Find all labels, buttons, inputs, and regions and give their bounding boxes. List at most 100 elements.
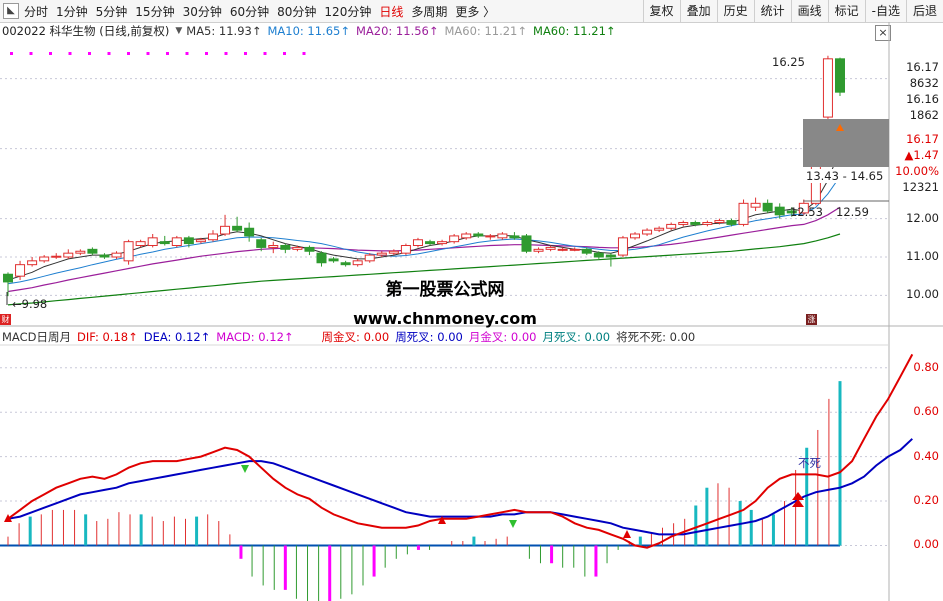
candle-body [135,241,146,247]
period-tab-8[interactable]: 日线 [379,4,404,19]
stock-title: 002022 科华生物 (日线,前复权) [2,24,170,38]
signal-dot [302,52,306,55]
price-readout-1: 8632 [909,76,939,90]
collapse-icon[interactable]: ◣ [3,3,19,19]
candle-body [328,258,339,262]
price-readout-7: 12321 [902,180,939,194]
candle-body [376,252,387,256]
signal-dot [244,52,247,55]
watermark-url: www.chnmoney.com [353,309,537,328]
low-price-value: 9.98 [21,297,48,311]
period-tab-10[interactable]: 更多 〉 [455,4,496,19]
period-tab-5[interactable]: 60分钟 [229,4,270,19]
low-price-label: ←9.98 [12,297,47,311]
candle-body [569,248,580,251]
macd-tick-label: 0.60 [913,404,939,419]
candle-body [280,245,291,250]
signal-dot [224,52,228,55]
period-tab-7[interactable]: 120分钟 [324,4,372,19]
signal-dot [263,52,267,55]
candle-body [509,235,520,239]
candle-body [666,223,677,229]
macd-legend-item-3: MACD: 0.12↑ [216,330,294,344]
candle-body [75,250,86,254]
tool-button-3[interactable]: 统计 [753,0,791,22]
ma-legend-item-4: MA60: 11.21↑ [533,24,616,38]
price-readout-0: 16.17 [906,60,939,74]
death-cross-arrow [509,520,517,528]
candle-body [690,222,701,225]
ma-legend-item-0: MA5: 11.93↑ [186,24,262,38]
period-toolbar: ◣ 分时 1分钟 5分钟 15分钟 30分钟 60分钟 80分钟 120分钟 日线 多周期 更多 〉… [0,0,943,23]
candle-body [388,250,399,254]
tool-button-7[interactable]: 后退 [905,0,943,22]
period-tab-6[interactable]: 80分钟 [277,4,317,19]
period-tab-3[interactable]: 15分钟 [135,4,175,19]
golden-cross-arrow [623,530,631,538]
candle-body [232,225,243,231]
candle-body [545,246,556,250]
candle-body [533,248,544,252]
ma5-line [7,149,841,281]
candle-body [822,58,833,118]
macd-tick-label: 0.80 [913,359,939,374]
ma-legend-item-1: MA10: 11.65↑ [267,24,350,38]
ma-legend: 002022 科华生物 (日线,前复权) ▼ MA5: 11.93↑ MA10: … [2,23,622,39]
chart-tool-buttons: 复权 叠加 历史 统计 画线 标记 -自选 后退 [642,0,943,22]
candle-body [786,210,797,214]
candle-body [183,237,194,245]
period-tab-1[interactable]: 1分钟 [56,4,88,19]
price-readout-4: 16.17 [906,132,939,146]
macd-legend-item-2: DEA: 0.12↑ [143,330,211,344]
signal-dot [88,52,91,55]
price-readout-3: 1862 [909,108,939,122]
candle-body [51,255,62,258]
candle-body [449,235,460,243]
candle-body [497,233,508,239]
rise-marker[interactable]: 涨 [806,314,817,325]
signal-dot [127,52,130,55]
macd-legend-item-1: DIF: 0.18↑ [76,330,138,344]
golden-cross-arrow [4,514,12,522]
price-axis: 16.17 8632 16.16 1862 16.17 ▲1.47 10.00% 12321 1… [890,40,943,320]
tool-button-1[interactable]: 叠加 [679,0,717,22]
period-tab-0[interactable]: 分时 [24,4,49,19]
tool-button-4[interactable]: 画线 [790,0,828,22]
signal-dot [68,52,72,55]
signal-dot [29,52,33,55]
finance-marker[interactable]: 财 [0,314,11,325]
price-tick-label: 11.00 [906,249,939,263]
candle-body [256,239,267,248]
macd-tick-label: 0.20 [913,493,939,508]
candle-body [3,273,13,283]
period-tab-9[interactable]: 多周期 [411,4,448,19]
candle-body [340,262,351,266]
ma60-line [7,233,841,306]
close-icon[interactable]: × [875,25,891,41]
price-readout-6: 10.00% [895,164,939,178]
candle-body [220,225,231,235]
candle-body [738,202,749,225]
tool-button-5[interactable]: 标记 [827,0,865,22]
tool-button-2[interactable]: 历史 [716,0,754,22]
macd-legend-item-5: 周死叉: 0.00 [395,330,463,344]
candle-body [774,206,785,216]
period-tab-4[interactable]: 30分钟 [182,4,222,19]
tool-button-6[interactable]: -自选 [864,0,906,22]
period-tab-2[interactable]: 5分钟 [95,4,128,19]
death-cross-arrow [241,465,249,473]
candle-body [702,222,713,225]
signal-dot [49,52,52,55]
macd-legend-item-6: 月金叉: 0.00 [468,330,537,344]
candle-body [581,248,592,254]
candle-body [593,252,604,258]
dif-line [7,353,914,549]
candle-body [171,237,182,246]
candle-body [678,222,689,225]
macd-annotation: 不死 [798,456,821,470]
candle-body [159,241,170,245]
candle-body [835,58,845,93]
tool-button-0[interactable]: 复权 [642,0,680,22]
settings-dropdown-icon[interactable]: ▼ [175,26,183,36]
